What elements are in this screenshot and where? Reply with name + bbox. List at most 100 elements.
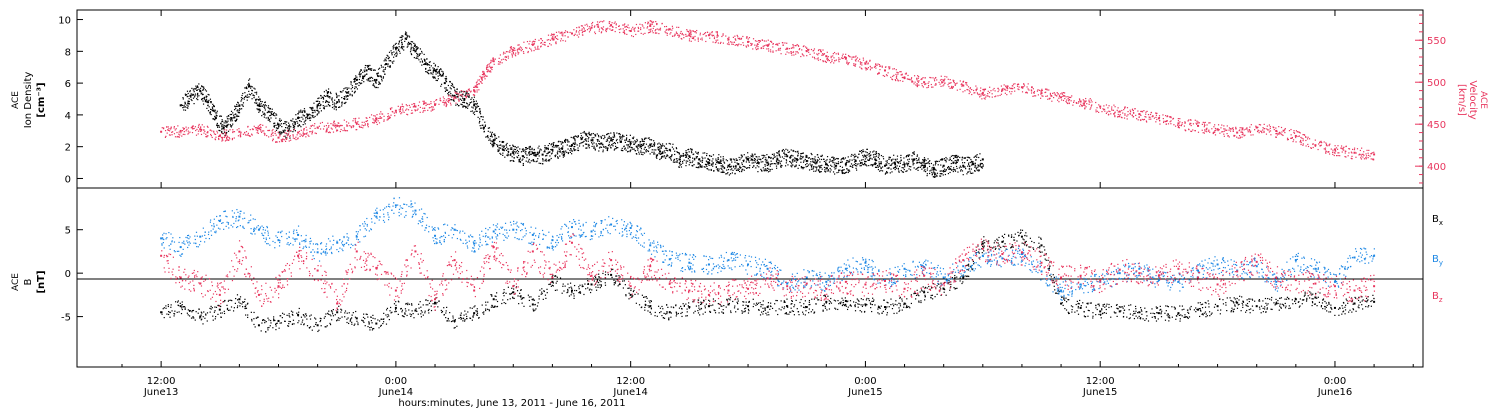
scatter-dot [542, 158, 544, 160]
scatter-dot [814, 162, 816, 164]
scatter-dot [922, 159, 924, 161]
scatter-dot [473, 111, 475, 113]
scatter-dot [689, 35, 691, 37]
data-point [207, 101, 210, 104]
scatter-dot [870, 67, 872, 69]
scatter-dot [315, 109, 317, 111]
scatter-dot [311, 116, 314, 118]
scatter-dot [841, 57, 844, 60]
scatter-dot [742, 168, 744, 170]
scatter-dot [455, 102, 457, 104]
scatter-dot [226, 125, 228, 127]
scatter-dot [345, 91, 347, 93]
scatter-dot [846, 160, 848, 162]
scatter-dot [319, 128, 322, 130]
scatter-dot [502, 154, 504, 156]
scatter-dot [292, 127, 294, 129]
data-point [218, 134, 221, 137]
scatter-dot [561, 151, 564, 153]
scatter-dot [934, 173, 937, 175]
scatter-dot [262, 104, 265, 106]
scatter-dot [248, 93, 250, 95]
scatter-dot [686, 156, 688, 158]
scatter-dot [516, 156, 518, 158]
scatter-dot [525, 160, 527, 162]
scatter-dot [429, 69, 432, 71]
data-point [230, 117, 233, 120]
scatter-dot [184, 101, 186, 103]
scatter-dot [804, 158, 806, 161]
scatter-dot [312, 112, 314, 114]
scatter-dot [387, 117, 389, 119]
scatter-dot [754, 153, 756, 156]
scatter-dot [712, 158, 714, 160]
scatter-dot [355, 86, 358, 88]
scatter-dot [731, 168, 733, 170]
scatter-dot [596, 24, 598, 26]
scatter-dot [634, 150, 637, 152]
scatter-dot [353, 118, 355, 120]
scatter-dot [433, 108, 435, 110]
scatter-dot [248, 90, 250, 93]
scatter-dot [410, 53, 413, 56]
scatter-dot [786, 51, 788, 53]
scatter-dot [877, 168, 880, 171]
scatter-dot [188, 100, 190, 103]
scatter-dot [259, 105, 262, 107]
scatter-dot [392, 46, 394, 48]
scatter-dot [808, 48, 810, 51]
scatter-dot [202, 86, 204, 88]
scatter-dot [768, 50, 770, 52]
scatter-dot [837, 171, 840, 173]
scatter-dot [756, 165, 758, 167]
scatter-dot [855, 155, 857, 157]
scatter-dot [509, 46, 512, 49]
scatter-dot [383, 69, 385, 71]
scatter-dot [574, 145, 576, 148]
scatter-dot [759, 40, 761, 42]
scatter-dot [455, 93, 458, 95]
scatter-dot [623, 30, 625, 32]
scatter-dot [819, 171, 821, 173]
scatter-dot [613, 134, 616, 137]
scatter-dot [937, 164, 939, 166]
scatter-dot [432, 71, 434, 73]
scatter-dot [559, 150, 561, 152]
scatter-dot [753, 162, 755, 164]
scatter-dot [297, 137, 299, 139]
scatter-dot [512, 52, 515, 54]
scatter-dot [341, 124, 343, 127]
scatter-dot [1017, 83, 1019, 85]
scatter-dot [562, 156, 564, 158]
scatter-dot [940, 170, 942, 172]
scatter-dot [852, 166, 854, 169]
scatter-dot [583, 140, 585, 142]
scatter-dot [527, 51, 529, 54]
scatter-dot [401, 47, 403, 49]
scatter-dot [255, 98, 257, 100]
scatter-dot [857, 60, 859, 62]
scatter-dot [207, 104, 209, 107]
scatter-dot [940, 175, 942, 177]
scatter-dot [705, 40, 707, 43]
scatter-dot [639, 23, 641, 25]
scatter-dot [242, 97, 244, 99]
scatter-dot [265, 117, 267, 119]
scatter-dot [264, 101, 266, 104]
scatter-dot [323, 107, 325, 109]
scatter-dot [828, 59, 831, 62]
scatter-dot [606, 29, 608, 31]
scatter-dot [238, 112, 240, 114]
scatter-dot [875, 63, 877, 65]
scatter-dot [755, 48, 758, 51]
scatter-dot [900, 159, 902, 161]
scatter-dot [400, 106, 402, 108]
scatter-dot [522, 148, 524, 150]
scatter-dot [643, 152, 646, 154]
scatter-dot [536, 152, 538, 154]
scatter-dot [862, 151, 864, 153]
scatter-dot [297, 113, 299, 115]
scatter-dot [893, 74, 895, 76]
scatter-dot [934, 84, 936, 86]
scatter-dot [492, 58, 494, 60]
